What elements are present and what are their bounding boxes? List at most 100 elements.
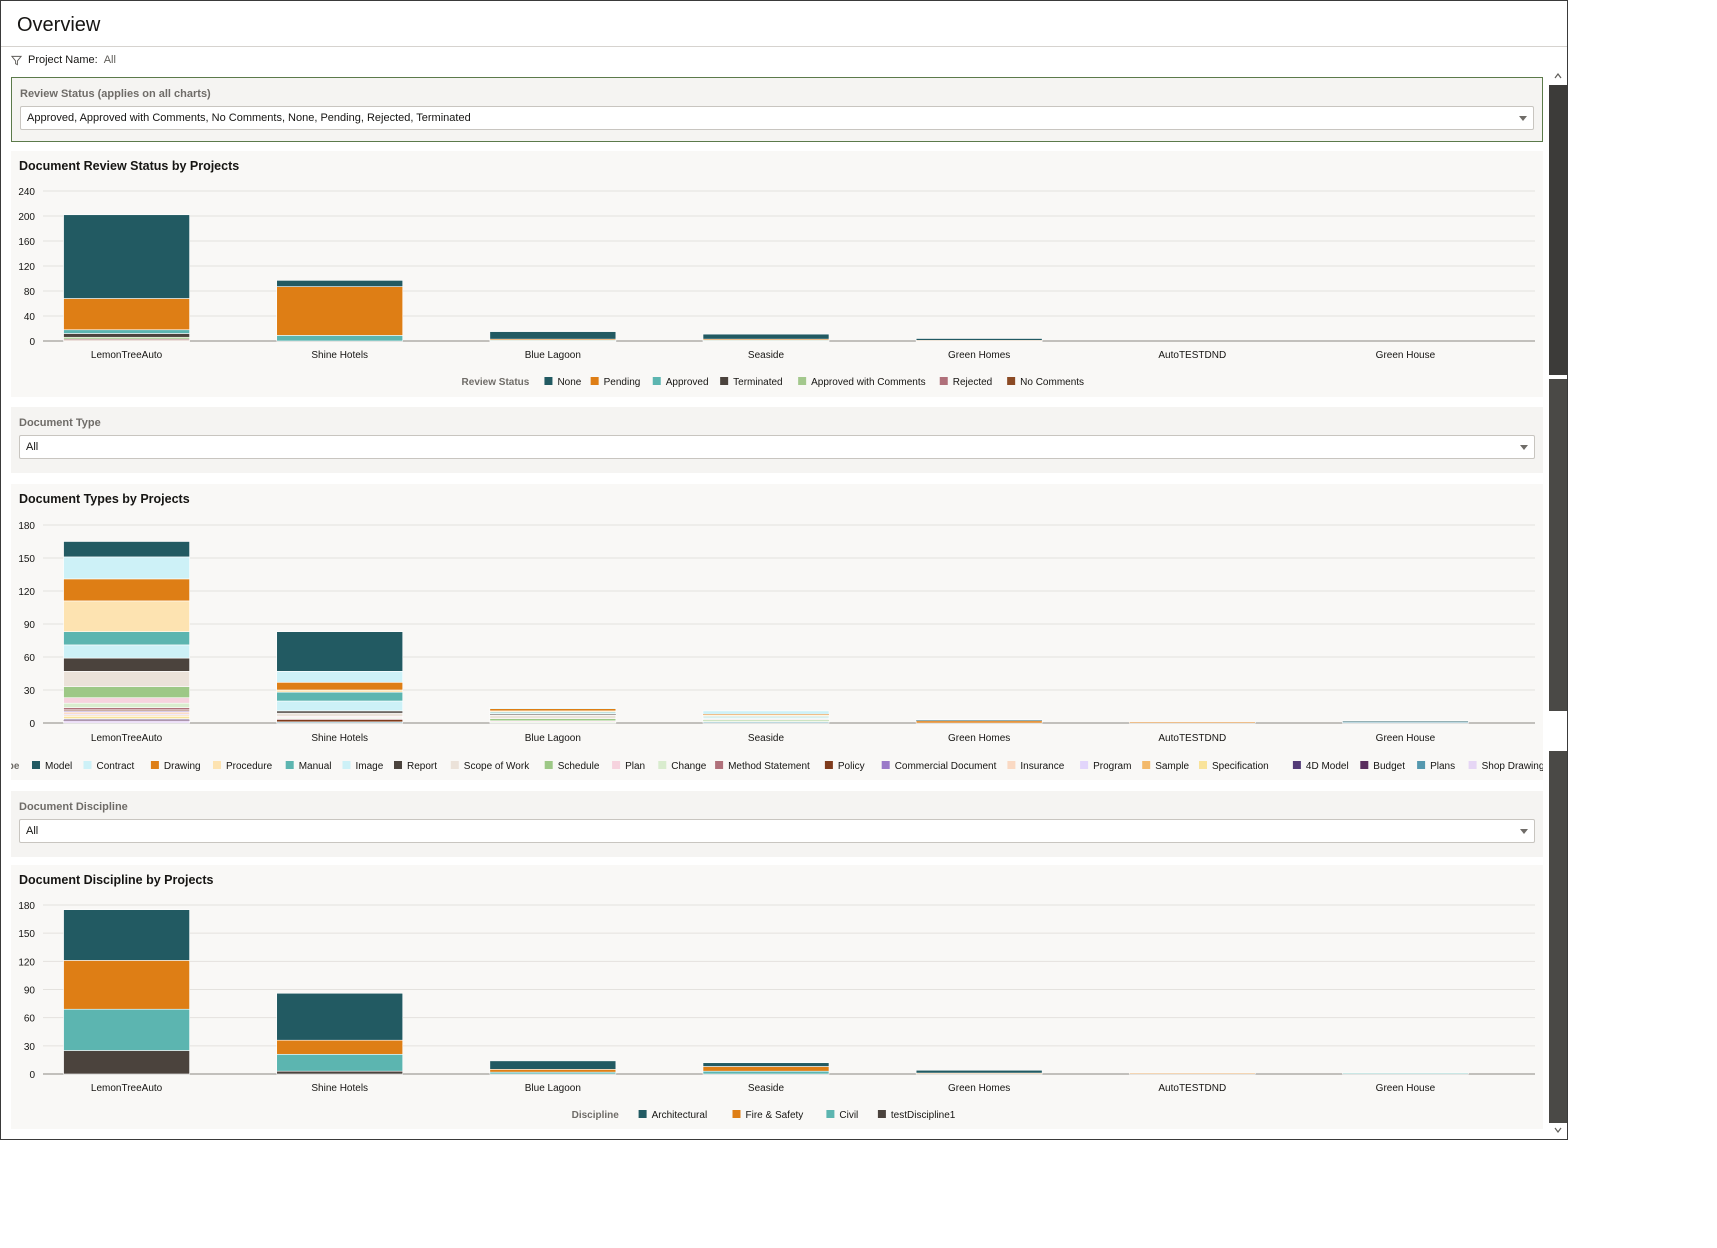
bar-segment-civil[interactable] bbox=[1342, 1072, 1469, 1075]
legend-swatch-program[interactable] bbox=[1080, 761, 1089, 769]
legend-swatch-testdiscipline1[interactable] bbox=[877, 1110, 886, 1118]
bar-segment-drawing[interactable] bbox=[276, 682, 404, 691]
legend-swatch-method-statement[interactable] bbox=[715, 761, 724, 769]
legend-label-plan[interactable]: Plan bbox=[625, 761, 645, 772]
legend-swatch-insurance[interactable] bbox=[1007, 761, 1016, 769]
bar-segment-fire-safety[interactable] bbox=[702, 1066, 830, 1072]
bar-segment-fire-safety[interactable] bbox=[276, 1039, 404, 1055]
legend-swatch-commercial-document[interactable] bbox=[881, 761, 890, 769]
legend-label-architectural[interactable]: Architectural bbox=[652, 1110, 708, 1121]
bar-segment-drawing[interactable] bbox=[1128, 721, 1256, 724]
bar-segment-procedure[interactable] bbox=[63, 600, 190, 633]
legend-label-plans[interactable]: Plans bbox=[1430, 761, 1455, 772]
bar-segment-none[interactable] bbox=[915, 338, 1043, 341]
legend-label-policy[interactable]: Policy bbox=[838, 761, 865, 772]
bar-segment-insurance[interactable] bbox=[63, 711, 190, 715]
legend-swatch-image[interactable] bbox=[342, 761, 351, 769]
legend-swatch-sample[interactable] bbox=[1142, 761, 1151, 769]
vertical-scrollbar[interactable] bbox=[1549, 67, 1567, 1139]
bar-segment-model[interactable] bbox=[1342, 720, 1469, 723]
bar-segment-none[interactable] bbox=[276, 280, 404, 287]
bar-segment-pending[interactable] bbox=[63, 298, 190, 331]
legend-label-commercial-document[interactable]: Commercial Document bbox=[895, 761, 997, 772]
legend-swatch-approved-with-comments[interactable] bbox=[798, 377, 807, 385]
bar-segment-policy[interactable] bbox=[276, 719, 404, 723]
bar-segment-civil[interactable] bbox=[63, 1008, 190, 1051]
legend-label-approved-with-comments[interactable]: Approved with Comments bbox=[811, 377, 926, 388]
legend-label-program[interactable]: Program bbox=[1093, 761, 1131, 772]
legend-swatch-manual[interactable] bbox=[285, 761, 294, 769]
legend-swatch-plans[interactable] bbox=[1417, 761, 1426, 769]
legend-label-pending[interactable]: Pending bbox=[604, 377, 641, 388]
legend-label-shop-drawing[interactable]: Shop Drawing bbox=[1482, 761, 1543, 772]
legend-swatch-plan[interactable] bbox=[612, 761, 621, 769]
bar-segment-terminated[interactable] bbox=[63, 333, 190, 338]
legend-swatch-specification[interactable] bbox=[1199, 761, 1207, 769]
scroll-down-icon[interactable] bbox=[1553, 1125, 1563, 1135]
legend-swatch-4d-model[interactable] bbox=[1292, 761, 1301, 769]
legend-swatch-civil[interactable] bbox=[826, 1110, 835, 1118]
legend-label-drawing[interactable]: Drawing bbox=[164, 761, 201, 772]
bar-segment-contract[interactable] bbox=[276, 671, 404, 683]
bar-segment-scope-of-work[interactable] bbox=[63, 671, 190, 688]
legend-label-budget[interactable]: Budget bbox=[1373, 761, 1405, 772]
legend-label-no-comments[interactable]: No Comments bbox=[1020, 377, 1084, 388]
legend-swatch-terminated[interactable] bbox=[720, 377, 729, 385]
legend-swatch-report[interactable] bbox=[394, 761, 402, 769]
bar-segment-report[interactable] bbox=[276, 710, 404, 714]
legend-label-change[interactable]: Change bbox=[671, 761, 706, 772]
bar-segment-image[interactable] bbox=[63, 644, 190, 659]
legend-label-civil[interactable]: Civil bbox=[839, 1110, 858, 1121]
bar-segment-architectural[interactable] bbox=[63, 909, 190, 961]
legend-label-contract[interactable]: Contract bbox=[97, 761, 135, 772]
bar-segment-none[interactable] bbox=[63, 214, 190, 299]
bar-segment-approved[interactable] bbox=[63, 329, 190, 334]
bar-segment-fire-safety[interactable] bbox=[63, 960, 190, 1010]
bar-segment-model[interactable] bbox=[276, 631, 404, 672]
bar-segment-model[interactable] bbox=[63, 541, 190, 558]
bar-segment-contract[interactable] bbox=[489, 707, 617, 710]
bar-segment-fire-safety[interactable] bbox=[1128, 1072, 1256, 1075]
legend-label-image[interactable]: Image bbox=[356, 761, 384, 772]
scroll-up-icon[interactable] bbox=[1553, 71, 1563, 81]
bar-segment-model[interactable] bbox=[915, 719, 1043, 722]
legend-swatch-scope-of-work[interactable] bbox=[450, 761, 459, 769]
bar-segment-manual[interactable] bbox=[276, 691, 404, 702]
bar-segment-report[interactable] bbox=[63, 657, 190, 672]
legend-swatch-change[interactable] bbox=[658, 761, 667, 769]
bar-segment-contract[interactable] bbox=[63, 556, 190, 580]
legend-label-report[interactable]: Report bbox=[407, 761, 437, 772]
legend-swatch-approved[interactable] bbox=[652, 377, 661, 385]
legend-swatch-procedure[interactable] bbox=[213, 761, 221, 769]
bar-segment-architectural[interactable] bbox=[702, 1062, 830, 1067]
bar-segment-pending[interactable] bbox=[276, 286, 404, 336]
bar-segment-scope-of-work[interactable] bbox=[489, 715, 617, 719]
bar-segment-shop-drawing[interactable] bbox=[63, 720, 190, 724]
project-filter-bar[interactable]: Project Name: All bbox=[11, 52, 116, 68]
legend-label-rejected[interactable]: Rejected bbox=[953, 377, 992, 388]
legend-label-approved[interactable]: Approved bbox=[666, 377, 709, 388]
bar-segment-drawing[interactable] bbox=[63, 578, 190, 602]
legend-swatch-budget[interactable] bbox=[1360, 761, 1369, 769]
bar-segment-schedule[interactable] bbox=[63, 686, 190, 698]
legend-label-none[interactable]: None bbox=[557, 377, 581, 388]
bar-segment-drawing[interactable] bbox=[489, 708, 617, 712]
document-type-select[interactable]: All bbox=[19, 435, 1535, 459]
bar-segment-method-statement[interactable] bbox=[63, 707, 190, 711]
legend-swatch-no-comments[interactable] bbox=[1007, 377, 1016, 385]
legend-swatch-contract[interactable] bbox=[83, 761, 92, 769]
bar-segment-architectural[interactable] bbox=[489, 1060, 617, 1070]
bar-segment-architectural[interactable] bbox=[276, 992, 404, 1041]
legend-label-testdiscipline1[interactable]: testDiscipline1 bbox=[891, 1110, 956, 1121]
bar-segment-manual[interactable] bbox=[63, 631, 190, 646]
legend-swatch-fire-safety[interactable] bbox=[732, 1110, 741, 1118]
legend-label-schedule[interactable]: Schedule bbox=[558, 761, 600, 772]
legend-swatch-drawing[interactable] bbox=[150, 761, 159, 769]
legend-swatch-none[interactable] bbox=[544, 377, 553, 385]
review-status-select[interactable]: Approved, Approved with Comments, No Com… bbox=[20, 106, 1534, 130]
bar-segment-fire-safety[interactable] bbox=[489, 1069, 617, 1073]
legend-label-procedure[interactable]: Procedure bbox=[226, 761, 273, 772]
scrollbar-thumb[interactable] bbox=[1549, 85, 1567, 375]
legend-label-specification[interactable]: Specification bbox=[1212, 761, 1269, 772]
legend-label-method-statement[interactable]: Method Statement bbox=[728, 761, 810, 772]
